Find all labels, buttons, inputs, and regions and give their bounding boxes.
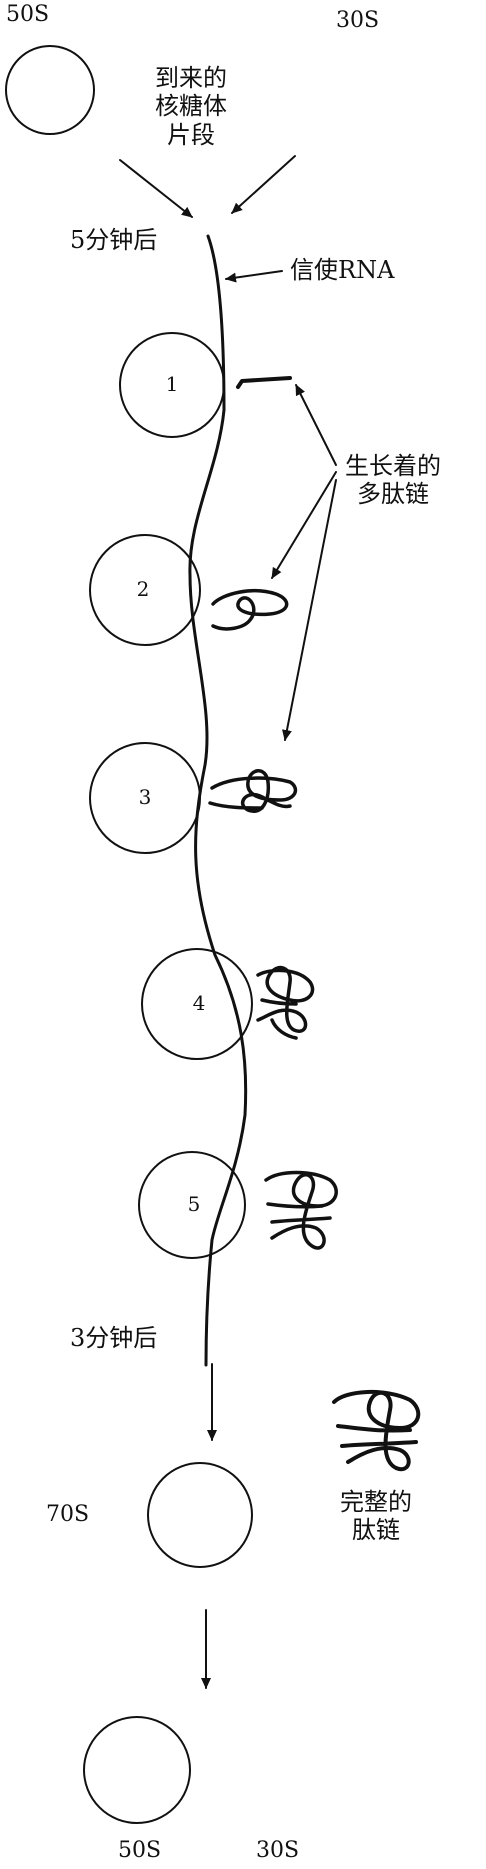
growing-pointer-3	[282, 479, 337, 741]
ribosome-2	[89, 534, 201, 646]
after-3min-label: 3分钟后	[70, 1324, 158, 1352]
growing-label: 生长着的 多肽链	[345, 452, 441, 509]
ribosome-4-label: 4	[192, 991, 206, 1016]
complete-line-2: 肽链	[352, 1516, 400, 1545]
bottom-50s-label: 50S	[118, 1838, 162, 1863]
polypeptide-chain-2	[211, 589, 289, 631]
ribosome-4	[141, 948, 253, 1060]
ribosome-5-label: 5	[187, 1192, 201, 1217]
polypeptide-chain-1	[236, 376, 292, 389]
complete-line-1: 完整的	[340, 1488, 412, 1516]
mrna-label: 信使RNA	[290, 256, 395, 284]
complete-polypeptide-chain	[332, 1390, 421, 1472]
ribosome-1	[119, 332, 225, 438]
mrna-strand	[188, 234, 248, 1367]
mrna-pointer-arrow	[225, 270, 283, 283]
top-50s-subunit	[5, 45, 95, 135]
growing-line-1: 生长着的	[345, 452, 441, 480]
polypeptide-chain-5	[264, 1170, 338, 1250]
incoming-line-1: 到来的	[155, 64, 227, 92]
ribosome-2-label: 2	[136, 577, 150, 602]
ribosome-1-label: 1	[165, 372, 179, 397]
incoming-arrow-right	[231, 155, 296, 214]
growing-pointer-2	[271, 471, 337, 579]
bottom-30s-label: 30S	[256, 1838, 300, 1863]
incoming-line-2: 核糖体	[155, 92, 227, 121]
incoming-line-3: 片段	[167, 120, 215, 149]
after-5min-label: 5分钟后	[70, 226, 158, 254]
ribosome-70s	[147, 1462, 253, 1568]
polypeptide-chain-3	[208, 769, 298, 813]
polypeptide-chain-4	[256, 965, 315, 1040]
ribosome-3	[89, 742, 201, 854]
ribosome-3-label: 3	[138, 785, 152, 810]
growing-pointer-1	[295, 384, 337, 466]
bottom-subunit	[83, 1716, 191, 1824]
s70-label: 70S	[46, 1502, 90, 1527]
top-50s-label: 50S	[6, 2, 50, 27]
complete-label: 完整的 肽链	[340, 1488, 412, 1545]
ribosome-5	[138, 1151, 246, 1259]
incoming-label: 到来的 核糖体 片段	[155, 64, 227, 149]
growing-line-2: 多肽链	[357, 480, 429, 509]
top-30s-label: 30S	[336, 8, 380, 33]
incoming-arrow-left	[119, 159, 193, 218]
